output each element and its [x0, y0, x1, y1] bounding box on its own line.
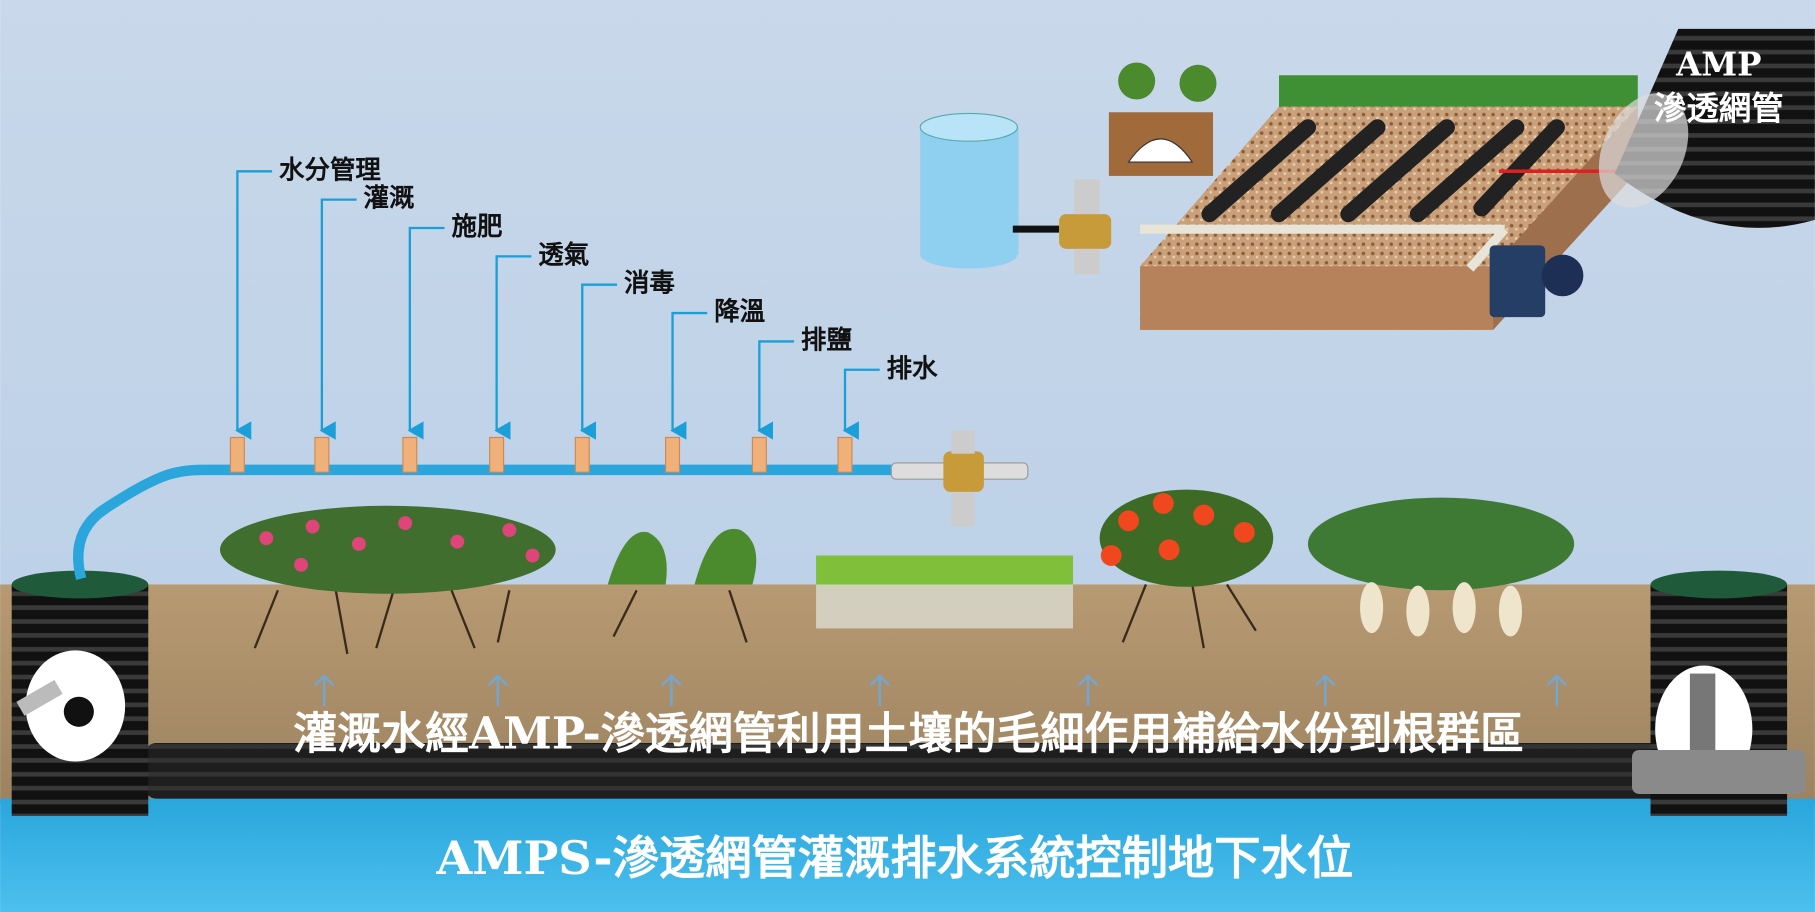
leader-line [579, 283, 618, 440]
caption: 灌溉水經AMP-滲透網管利用土壤的毛細作用補給水份到根群區 [293, 709, 1524, 760]
function-label: 施肥 [452, 212, 503, 242]
inset-illustration [919, 28, 1815, 330]
connector [751, 436, 767, 473]
irrigation-pipe [73, 464, 898, 580]
connector [837, 436, 853, 473]
inset-label: 滲透網管 [1654, 90, 1784, 128]
connectors [229, 436, 853, 473]
leader-line [670, 311, 708, 440]
function-label: 排水 [887, 354, 938, 384]
connector [489, 436, 505, 473]
right-manhole [1632, 570, 1806, 816]
plants [220, 489, 1575, 655]
function-label: 排鹽 [801, 325, 852, 355]
function-label: 水分管理 [279, 155, 381, 185]
connector [229, 436, 245, 473]
leader-line [842, 368, 880, 440]
capillary-arrows [314, 674, 1567, 706]
connector [665, 436, 681, 473]
leader-line [407, 226, 445, 440]
inset-label: AMP [1675, 46, 1761, 84]
leader-line [319, 198, 357, 440]
function-label: 灌溉 [364, 184, 415, 214]
connector [402, 436, 418, 473]
leader-line [757, 340, 795, 440]
valve [890, 430, 1029, 527]
connector [314, 436, 330, 473]
connector [574, 436, 590, 473]
title: AMPS-滲透網管灌溉排水系統控制地下水位 [435, 831, 1353, 885]
groundwater [0, 798, 1815, 912]
function-label: 透氣 [538, 240, 589, 270]
leader-line [494, 255, 532, 440]
function-label: 消毒 [624, 269, 675, 299]
function-label: 降溫 [714, 297, 765, 327]
left-manhole [11, 570, 149, 816]
leader-line [235, 170, 273, 440]
amp-pipe-texture [144, 743, 1673, 799]
